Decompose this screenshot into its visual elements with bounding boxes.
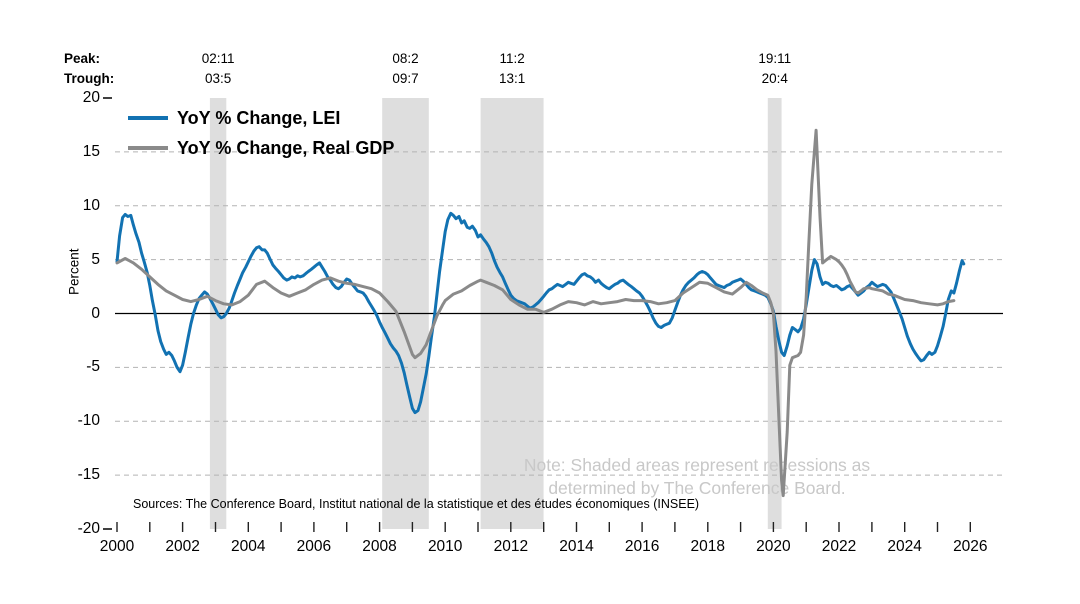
x-tick-label: 2020 bbox=[756, 538, 791, 555]
x-tick-label: 2006 bbox=[296, 538, 332, 555]
recession-trough-date: 13:1 bbox=[499, 71, 526, 86]
note-text-line: determined by The Conference Board. bbox=[548, 478, 845, 498]
x-tick-label: 2008 bbox=[362, 538, 397, 555]
x-tick-label: 2022 bbox=[821, 538, 857, 555]
x-tick-label: 2012 bbox=[493, 538, 529, 555]
y-tick-label: -20 bbox=[77, 520, 100, 537]
gdp-line bbox=[115, 128, 956, 498]
recession-peak-date: 02:11 bbox=[201, 51, 235, 66]
lei-legend-label: YoY % Change, LEI bbox=[177, 107, 341, 128]
x-tick-label: 2010 bbox=[427, 538, 463, 555]
recession-peak-date: 11:2 bbox=[499, 51, 525, 66]
x-tick-label: 2016 bbox=[624, 538, 660, 555]
note-text-line: Note: Shaded areas represent recessions … bbox=[524, 455, 871, 475]
recession-trough-date: 09:7 bbox=[392, 71, 419, 86]
y-tick-label: 5 bbox=[91, 250, 100, 268]
y-tick-label: 15 bbox=[82, 142, 100, 160]
x-tick-label: 2014 bbox=[559, 538, 594, 555]
x-tick-label: 2004 bbox=[231, 538, 266, 555]
recession-peak-date: 19:11 bbox=[758, 51, 792, 66]
recession-peak-date: 08:2 bbox=[392, 51, 419, 66]
legend-item-lei: YoY % Change, LEI bbox=[128, 107, 340, 129]
legend-item-gdp: YoY % Change, Real GDP bbox=[128, 137, 394, 159]
x-tick-label: 2018 bbox=[690, 538, 725, 555]
x-tick-label: 2026 bbox=[953, 538, 988, 555]
y-tick-label: -5 bbox=[86, 358, 100, 376]
peak-row-label: Peak: bbox=[64, 51, 101, 66]
y-tick-label: 0 bbox=[91, 304, 100, 322]
gdp-line-swatch bbox=[128, 146, 168, 150]
trough-row-label: Trough: bbox=[64, 71, 115, 86]
x-tick-label: 2002 bbox=[165, 538, 200, 555]
sources-text: Sources: The Conference Board, Institut … bbox=[133, 497, 700, 511]
gdp-legend-label: YoY % Change, Real GDP bbox=[177, 137, 395, 158]
x-tick-label: 2000 bbox=[99, 538, 135, 555]
recession-trough-date: 20:4 bbox=[761, 71, 788, 86]
lei-line bbox=[115, 211, 966, 415]
y-tick-label: 20 bbox=[82, 89, 100, 106]
recession-trough-date: 03:5 bbox=[204, 71, 232, 86]
y-tick-label: -10 bbox=[77, 412, 100, 430]
x-tick-label: 2024 bbox=[887, 538, 922, 555]
y-tick-label: 10 bbox=[82, 196, 100, 214]
lei-line-swatch bbox=[128, 116, 168, 120]
y-tick-label: -15 bbox=[77, 466, 100, 484]
